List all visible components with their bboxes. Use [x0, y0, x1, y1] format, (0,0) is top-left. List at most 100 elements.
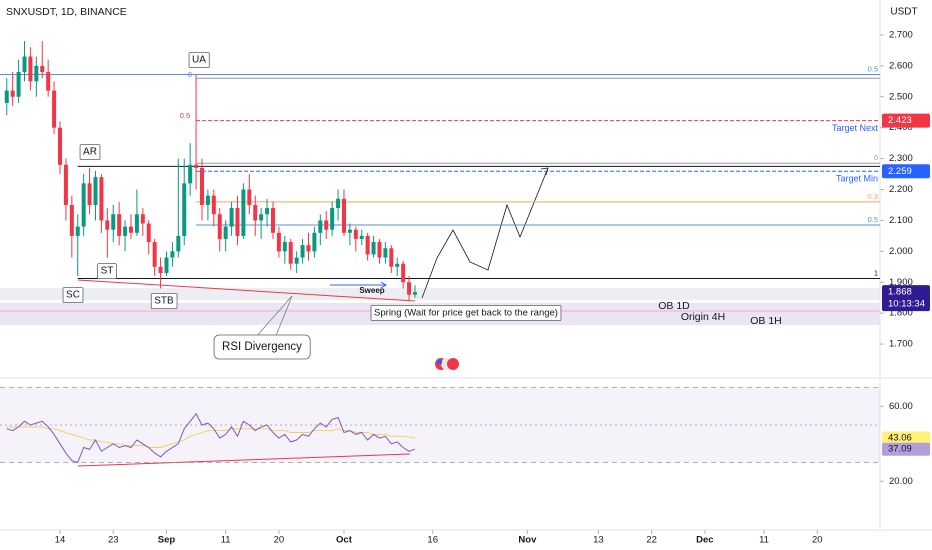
range-zone	[0, 288, 880, 300]
y-tick-label: 2.300	[889, 153, 913, 164]
candle-body	[128, 226, 133, 233]
candle-body	[63, 164, 68, 205]
candle-body	[164, 257, 169, 273]
chart-title: SNXUSDT, 1D, BINANCE	[6, 6, 127, 18]
y-tick-label: 1.700	[889, 339, 913, 350]
level-label: 0.5	[868, 64, 878, 73]
annotation: STB	[154, 296, 174, 307]
candle-body	[341, 198, 346, 233]
candle-body	[395, 263, 400, 267]
rsi-value-label: 43.06	[888, 433, 912, 444]
candle-body	[205, 195, 210, 205]
candle-body	[270, 208, 275, 233]
candle-body	[365, 235, 370, 255]
price-label: 2.259	[888, 166, 912, 177]
candle-body	[259, 214, 264, 221]
candle-body	[276, 232, 281, 252]
candle-body	[28, 56, 33, 82]
x-tick-label: 20	[812, 535, 823, 546]
annotation: OB 1H	[750, 315, 782, 327]
annotation: Origin 4H	[681, 311, 725, 323]
candle-body	[377, 242, 382, 258]
projection-path	[421, 167, 549, 299]
candle-body	[152, 242, 157, 267]
candle-body	[253, 204, 258, 221]
candle-body	[282, 242, 287, 252]
candle-body	[401, 263, 406, 283]
candle-body	[111, 214, 116, 230]
y-tick-label: 2.200	[889, 184, 913, 195]
candle-body	[383, 248, 388, 258]
x-tick-label: 13	[593, 535, 604, 546]
candle-body	[146, 223, 151, 243]
y-tick-label: 1.900	[889, 277, 913, 288]
candle-body	[324, 220, 329, 230]
candle-body	[211, 195, 216, 215]
x-tick-label: Nov	[518, 535, 537, 546]
flag-icon	[435, 358, 459, 370]
candle-body	[40, 65, 45, 73]
annotation-box	[97, 263, 117, 280]
countdown: 10:13:34	[888, 299, 925, 310]
candle-body	[353, 229, 358, 239]
annotation: Sweep	[359, 286, 384, 295]
candle-body	[294, 257, 299, 264]
candle-body	[158, 266, 163, 273]
candle-body	[75, 226, 80, 236]
candle-body	[407, 282, 412, 295]
level-label: Target Min	[836, 174, 878, 184]
candle-body	[199, 167, 204, 205]
currency-label: USDT	[890, 7, 917, 18]
projection-arrow	[540, 167, 549, 176]
annotation: 0	[188, 70, 192, 79]
y-tick-label: 20.00	[889, 476, 913, 487]
candle-body	[105, 220, 110, 230]
candle-body	[117, 214, 122, 236]
candle-body	[217, 214, 222, 239]
candle-body	[140, 214, 145, 224]
y-tick-label: 2.700	[889, 29, 913, 40]
candle-body	[34, 65, 39, 82]
price-trendline	[77, 279, 416, 302]
y-tick-label: 60.00	[889, 401, 913, 412]
x-tick-label: 11	[221, 535, 231, 546]
y-tick-label: 2.000	[889, 246, 913, 257]
y-tick-label: 1.800	[889, 308, 913, 319]
annotation-box	[62, 287, 84, 304]
divergency-pointer	[254, 295, 293, 339]
candle-body	[241, 189, 246, 236]
x-tick-label: 20	[274, 535, 285, 546]
x-tick-label: 14	[55, 535, 66, 546]
x-tick-label: 11	[759, 535, 769, 546]
x-tick-label: 16	[427, 535, 438, 546]
candle-body	[46, 72, 51, 91]
annotation-box	[213, 334, 311, 360]
candle-body	[123, 226, 128, 236]
sweep-arrow	[380, 281, 387, 289]
level-label: 0.5	[868, 215, 878, 224]
annotation: RSI Divergency	[222, 341, 302, 353]
x-tick-label: 23	[108, 535, 119, 546]
annotation: 0.5	[180, 111, 190, 120]
candle-body	[134, 214, 139, 233]
price-label-box	[882, 113, 930, 128]
rsi-trendline	[77, 453, 411, 467]
annotation: OB 1D	[658, 300, 690, 312]
candle-body	[22, 56, 27, 73]
candle-body	[99, 177, 104, 221]
level-label: 1	[874, 269, 878, 278]
annotation-box	[370, 305, 562, 321]
candle-body	[412, 292, 417, 295]
price-label-box	[882, 285, 930, 312]
candle-body	[389, 248, 394, 267]
annotation-box	[150, 293, 178, 310]
rsi-value-label: 37.09	[888, 444, 912, 455]
rsi-line	[6, 412, 416, 464]
candle-body	[330, 208, 335, 230]
annotation: SC	[66, 290, 80, 301]
candle-body	[359, 235, 364, 239]
annotation-box	[188, 52, 210, 69]
candle-body	[52, 90, 57, 128]
candle-body	[347, 229, 352, 233]
